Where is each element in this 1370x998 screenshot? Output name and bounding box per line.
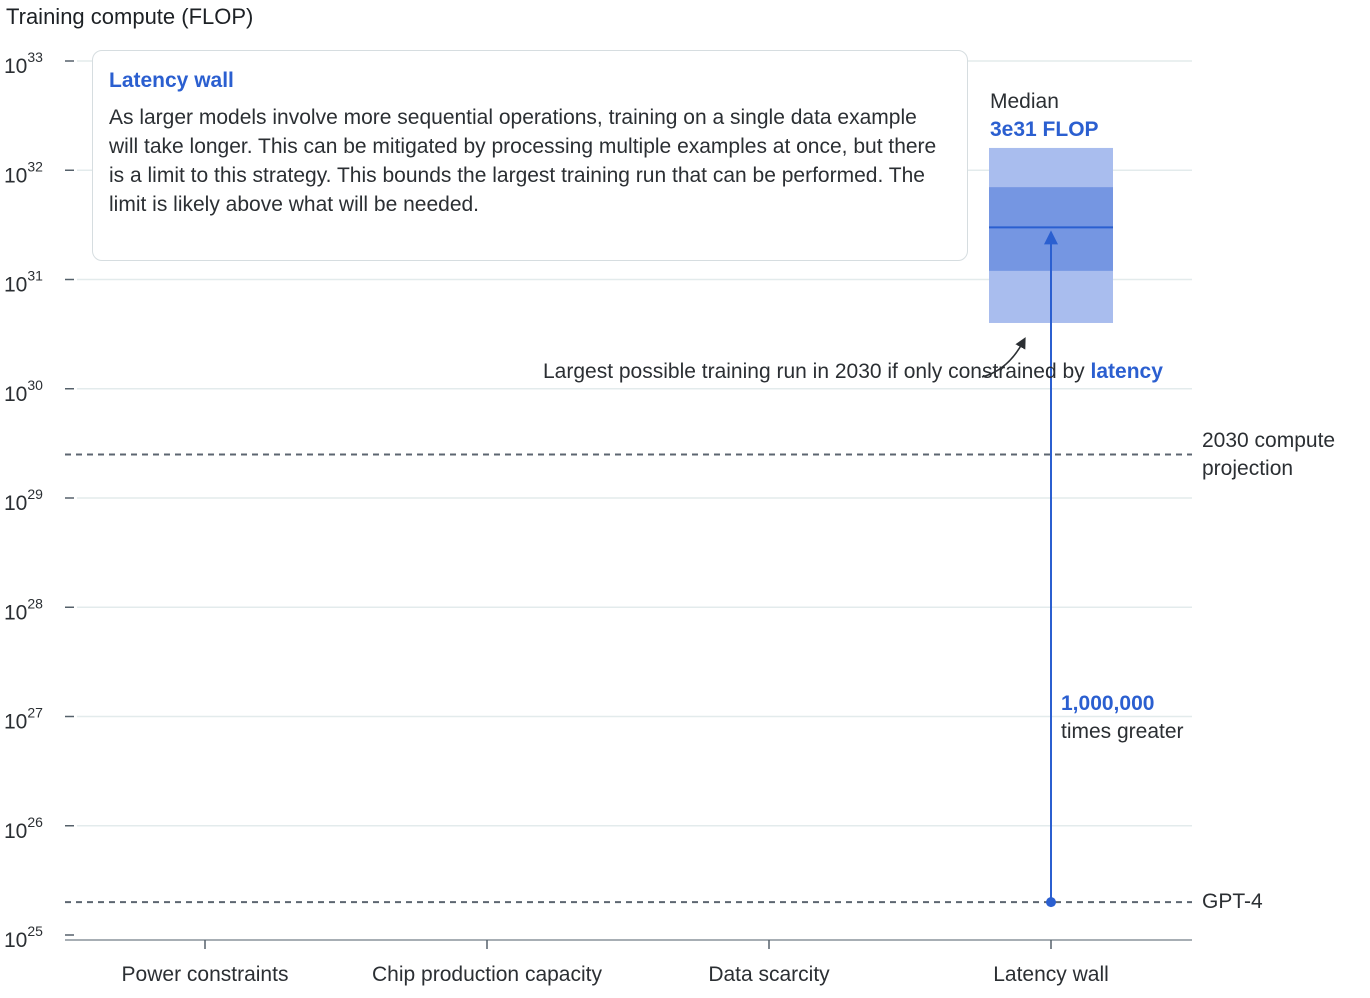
ytick-label-1e28: 1028 <box>4 595 43 624</box>
ytick-label-1e29: 1029 <box>4 486 43 515</box>
annotation-arrow <box>981 337 1026 378</box>
xtick-label-3: Latency wall <box>993 963 1109 986</box>
info-body: As larger models involve more sequential… <box>109 106 937 216</box>
projection-line-label: 2030 compute projection <box>1202 429 1336 480</box>
ytick-label-1e30: 1030 <box>4 377 43 406</box>
xtick-label-0: Power constraints <box>122 963 289 986</box>
gpt4-line-label: GPT-4 <box>1202 890 1263 913</box>
info-title: Latency wall <box>109 69 234 92</box>
y-axis-title: Training compute (FLOP) <box>6 4 254 29</box>
annotation-highlight: latency <box>1090 360 1163 383</box>
median-label: Median 3e31 FLOP <box>990 88 1099 144</box>
xtick-label-2: Data scarcity <box>708 963 830 986</box>
ytick-label-1e26: 1026 <box>4 814 43 843</box>
multiplier-value: 1,000,000 <box>1061 692 1155 715</box>
ytick-label-1e31: 1031 <box>4 268 43 297</box>
multiplier-label: 1,000,000 times greater <box>1061 690 1184 746</box>
xtick-label-1: Chip production capacity <box>372 963 602 986</box>
annotation-text: Largest possible training run in 2030 if… <box>543 360 1085 383</box>
info-box: Latency wall As larger models involve mo… <box>92 50 968 261</box>
latency-annotation: Largest possible training run in 2030 if… <box>543 357 1163 386</box>
multiplier-text: times greater <box>1061 720 1184 743</box>
ytick-label-1e33: 1033 <box>4 49 43 78</box>
gpt4-point <box>1046 897 1056 908</box>
median-title: Median <box>990 90 1059 113</box>
ytick-label-1e27: 1027 <box>4 705 43 734</box>
ytick-label-1e32: 1032 <box>4 158 43 187</box>
ytick-label-1e25: 1025 <box>4 923 43 952</box>
median-value: 3e31 FLOP <box>990 118 1099 141</box>
